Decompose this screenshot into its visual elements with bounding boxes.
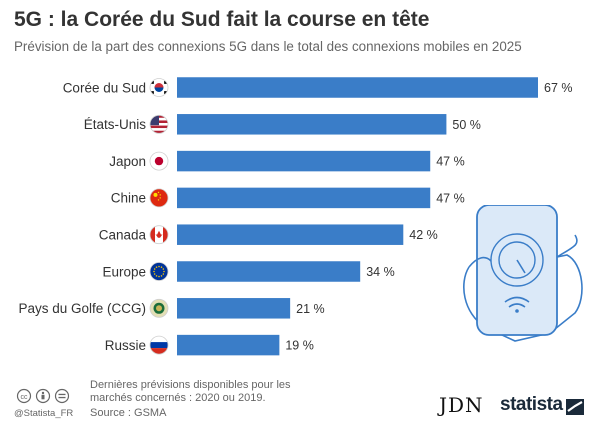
category-label-coree-du-sud: Corée du Sud — [63, 80, 146, 95]
category-label-etats-unis: États-Unis — [84, 117, 147, 132]
bar-canada — [177, 224, 404, 245]
value-label-chine: 47 % — [436, 191, 465, 205]
statista-logo-mark-icon — [566, 399, 584, 415]
by-icon — [35, 388, 51, 404]
south-korea-flag-icon — [149, 78, 169, 97]
statista-logo: statista — [500, 394, 563, 415]
bar-etats-unis — [177, 114, 447, 135]
source-text: Source : GSMA — [90, 407, 167, 419]
japan-flag-icon — [149, 151, 169, 171]
statista-handle: @Statista_FR — [14, 408, 74, 419]
license-icons: cc — [16, 388, 76, 409]
value-label-europe: 34 % — [366, 265, 395, 279]
value-label-russie: 19 % — [285, 339, 314, 353]
value-label-coree-du-sud: 67 % — [544, 81, 573, 95]
value-label-japon: 47 % — [436, 155, 465, 169]
category-label-russie: Russie — [105, 338, 146, 353]
bar-japon — [177, 150, 431, 172]
usa-flag-icon — [149, 114, 169, 134]
bar-europe — [177, 261, 361, 282]
china-flag-icon — [149, 188, 169, 208]
bar-russie — [177, 334, 280, 356]
category-label-pays-du-golfe-ccg: Pays du Golfe (CCG) — [18, 301, 146, 316]
svg-text:cc: cc — [21, 394, 29, 401]
category-label-japon: Japon — [109, 154, 146, 169]
bar-chart: Corée du Sud 67 % États-Unis 50 % Japon 47 % C… — [18, 77, 573, 356]
category-label-canada: Canada — [99, 228, 147, 243]
eu-flag-icon — [149, 262, 169, 281]
bar-pays-du-golfe-ccg — [177, 298, 291, 319]
category-label-chine: Chine — [111, 191, 146, 206]
value-label-canada: 42 % — [409, 228, 438, 242]
footer-note: Dernières prévisions disponibles pour le… — [90, 379, 291, 404]
category-label-europe: Europe — [102, 264, 146, 279]
value-label-etats-unis: 50 % — [452, 118, 481, 132]
russia-flag-icon — [149, 335, 169, 355]
cc-icon: cc — [16, 388, 32, 404]
gcc-flag-icon — [149, 298, 169, 318]
chart-subtitle: Prévision de la part des connexions 5G d… — [14, 39, 522, 54]
phone-in-hand-illustration — [463, 205, 583, 342]
jdn-logo: JDN — [439, 393, 484, 417]
value-label-pays-du-golfe-ccg: 21 % — [296, 302, 325, 316]
bar-chine — [177, 187, 431, 209]
nd-icon — [54, 388, 70, 404]
canada-flag-icon — [149, 225, 169, 245]
bar-coree-du-sud — [177, 77, 538, 98]
chart-title: 5G : la Corée du Sud fait la course en t… — [14, 8, 430, 31]
